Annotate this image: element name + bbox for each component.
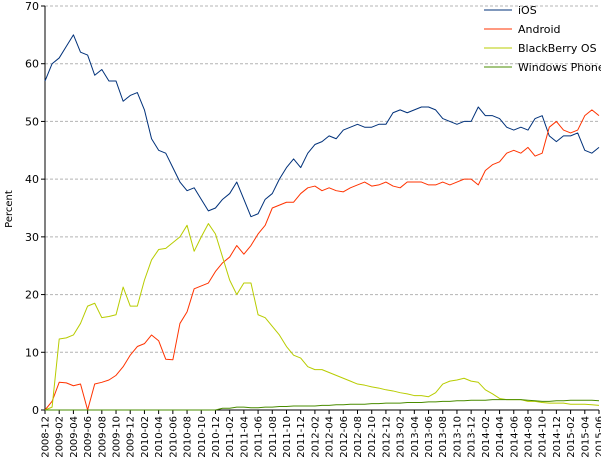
- x-tick-label: 2011-12: [296, 416, 307, 458]
- y-axis-label: Percent: [4, 190, 15, 228]
- series-line-windows-phone: [45, 399, 600, 411]
- x-tick-label: 2014-10: [538, 416, 549, 458]
- x-tick-label: 2013-04: [410, 416, 421, 458]
- x-tick-label: 2013-02: [396, 416, 407, 458]
- x-tick-label: 2009-08: [97, 416, 108, 458]
- x-tick-label: 2012-02: [310, 416, 321, 458]
- x-tick-label: 2013-06: [424, 416, 435, 458]
- x-tick-label: 2015-02: [566, 416, 577, 458]
- y-tick-label: 70: [25, 0, 39, 13]
- x-tick-label: 2011-10: [282, 416, 293, 458]
- y-tick-label: 60: [25, 58, 39, 71]
- x-tick-label: 2011-04: [239, 416, 250, 458]
- x-tick-label: 2010-06: [168, 416, 179, 458]
- x-tick-label: 2012-04: [325, 416, 336, 458]
- y-axis-ticks: 0 10 20 30 40 50 60 70: [25, 0, 45, 417]
- x-tick-label: 2010-04: [154, 416, 165, 458]
- axes: [44, 6, 599, 411]
- y-tick-label: 30: [25, 231, 39, 244]
- series-line-blackberry-os: [44, 223, 600, 411]
- x-tick-label: 2009-06: [83, 416, 94, 458]
- grid-lines: [45, 5, 599, 353]
- x-tick-label: 2008-12: [41, 416, 52, 458]
- x-tick-label: 2012-06: [339, 416, 350, 458]
- y-tick-label: 40: [25, 173, 39, 186]
- x-tick-label: 2014-08: [523, 416, 534, 458]
- series-lines: [44, 34, 600, 411]
- x-tick-label: 2010-10: [197, 416, 208, 458]
- legend-label: BlackBerry OS: [518, 42, 597, 55]
- x-tick-label: 2009-02: [55, 416, 66, 458]
- x-tick-label: 2010-12: [211, 416, 222, 458]
- x-tick-label: 2010-02: [140, 416, 151, 458]
- series-line-ios: [44, 34, 600, 218]
- x-tick-label: 2013-12: [467, 416, 478, 458]
- x-tick-label: 2012-08: [353, 416, 364, 458]
- x-tick-label: 2011-08: [268, 416, 279, 458]
- x-tick-label: 2015-06: [595, 416, 601, 458]
- x-tick-label: 2010-08: [183, 416, 194, 458]
- x-tick-label: 2014-04: [495, 416, 506, 458]
- x-tick-label: 2012-12: [381, 416, 392, 458]
- x-tick-label: 2014-06: [509, 416, 520, 458]
- x-axis-ticks: 2008-12 2009-02 2009-04 2009-06 2009-08 2009-…: [41, 410, 601, 458]
- y-tick-label: 20: [25, 289, 39, 302]
- x-tick-label: 2015-04: [580, 416, 591, 458]
- y-tick-label: 50: [25, 115, 39, 128]
- x-tick-label: 2014-02: [481, 416, 492, 458]
- legend-label: iOS: [518, 4, 537, 17]
- x-tick-label: 2013-08: [438, 416, 449, 458]
- legend-label: Android: [518, 23, 561, 36]
- x-tick-label: 2009-10: [112, 416, 123, 458]
- x-tick-label: 2011-06: [254, 416, 265, 458]
- y-tick-label: 10: [25, 346, 39, 359]
- x-tick-label: 2009-12: [126, 416, 137, 458]
- series-line-android: [44, 109, 600, 411]
- legend-label: Windows Phone: [518, 61, 601, 74]
- x-tick-label: 2011-02: [225, 416, 236, 458]
- x-tick-label: 2012-10: [367, 416, 378, 458]
- y-tick-label: 0: [32, 404, 39, 417]
- x-tick-label: 2009-04: [69, 416, 80, 458]
- legend: iOS Android BlackBerry OS Windows Phone: [484, 4, 601, 74]
- x-tick-label: 2013-10: [452, 416, 463, 458]
- x-tick-label: 2014-12: [552, 416, 563, 458]
